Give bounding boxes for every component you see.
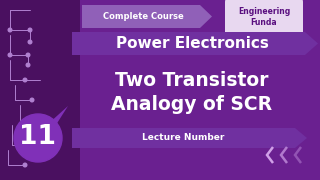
Circle shape [30, 98, 34, 102]
Polygon shape [72, 32, 318, 55]
Circle shape [33, 128, 37, 132]
Circle shape [8, 28, 12, 32]
Text: Analogy of SCR: Analogy of SCR [111, 94, 273, 114]
Text: Engineering: Engineering [238, 6, 290, 15]
Circle shape [28, 28, 32, 32]
Text: 11: 11 [20, 124, 57, 150]
Polygon shape [48, 106, 68, 128]
Polygon shape [0, 0, 80, 180]
Circle shape [23, 163, 27, 167]
FancyBboxPatch shape [225, 0, 303, 37]
Text: Two Transistor: Two Transistor [115, 71, 269, 89]
Circle shape [14, 114, 62, 162]
Circle shape [28, 40, 32, 44]
Circle shape [28, 143, 32, 147]
Circle shape [43, 143, 47, 147]
Circle shape [23, 78, 27, 82]
Text: Lecture Number: Lecture Number [142, 134, 224, 143]
Circle shape [26, 63, 30, 67]
Circle shape [8, 53, 12, 57]
Circle shape [26, 53, 30, 57]
Polygon shape [82, 5, 212, 28]
Text: Complete Course: Complete Course [103, 12, 183, 21]
Text: Funda: Funda [251, 17, 277, 26]
Circle shape [33, 118, 37, 122]
Text: Power Electronics: Power Electronics [116, 36, 268, 51]
Polygon shape [72, 128, 307, 148]
